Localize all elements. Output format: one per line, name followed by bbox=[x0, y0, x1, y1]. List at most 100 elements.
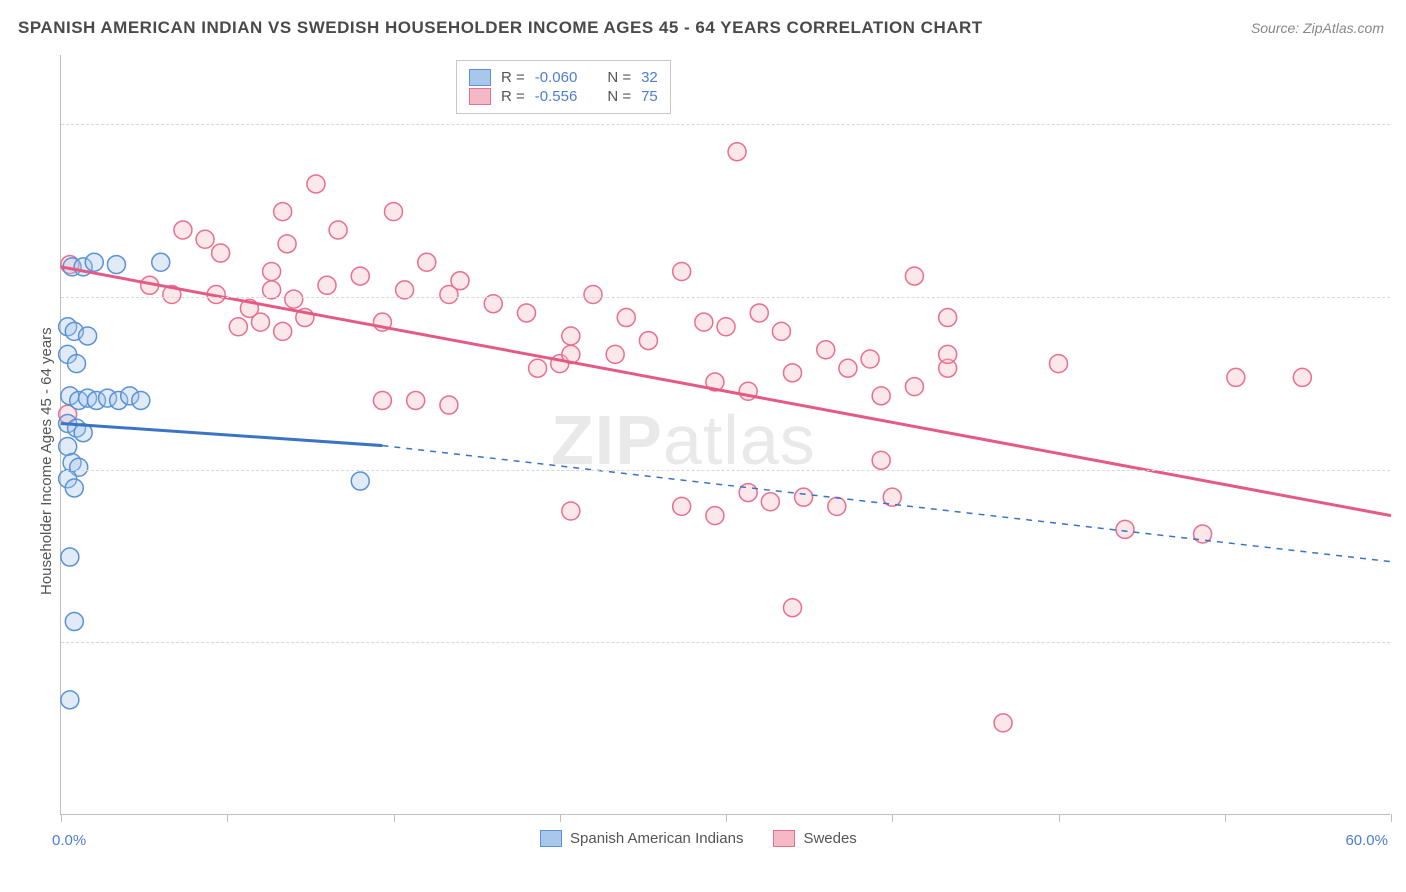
scatter-point bbox=[839, 359, 857, 377]
scatter-point bbox=[673, 262, 691, 280]
scatter-point bbox=[418, 253, 436, 271]
gridline bbox=[61, 470, 1390, 471]
scatter-point bbox=[761, 493, 779, 511]
scatter-point bbox=[61, 691, 79, 709]
chart-container: SPANISH AMERICAN INDIAN VS SWEDISH HOUSE… bbox=[0, 0, 1406, 892]
scatter-point bbox=[407, 391, 425, 409]
scatter-point bbox=[107, 256, 125, 274]
x-min-label: 0.0% bbox=[52, 832, 86, 849]
scatter-point bbox=[174, 221, 192, 239]
y-tick-label: $75,000 bbox=[1395, 461, 1406, 478]
swatch-pink bbox=[469, 88, 491, 105]
scatter-point bbox=[562, 502, 580, 520]
scatter-point bbox=[584, 286, 602, 304]
x-tick bbox=[227, 814, 228, 822]
scatter-point bbox=[351, 267, 369, 285]
swatch-pink bbox=[773, 830, 795, 847]
scatter-point bbox=[905, 267, 923, 285]
scatter-point bbox=[65, 479, 83, 497]
chart-svg bbox=[61, 55, 1391, 815]
scatter-point bbox=[68, 355, 86, 373]
scatter-point bbox=[263, 262, 281, 280]
y-tick-label: $37,500 bbox=[1395, 634, 1406, 651]
x-tick bbox=[560, 814, 561, 822]
x-tick bbox=[1059, 814, 1060, 822]
x-tick bbox=[1225, 814, 1226, 822]
n-label: N = bbox=[607, 88, 631, 105]
r-label: R = bbox=[501, 88, 525, 105]
scatter-point bbox=[673, 497, 691, 515]
scatter-point bbox=[518, 304, 536, 322]
scatter-point bbox=[59, 438, 77, 456]
scatter-point bbox=[152, 253, 170, 271]
gridline bbox=[61, 297, 1390, 298]
scatter-point bbox=[274, 322, 292, 340]
n-value: 32 bbox=[641, 69, 658, 86]
scatter-point bbox=[817, 341, 835, 359]
scatter-point bbox=[706, 507, 724, 525]
scatter-point bbox=[252, 313, 270, 331]
scatter-point bbox=[861, 350, 879, 368]
scatter-point bbox=[212, 244, 230, 262]
legend-stat-row: R = -0.556 N = 75 bbox=[469, 88, 658, 105]
scatter-point bbox=[1050, 355, 1068, 373]
scatter-point bbox=[229, 318, 247, 336]
scatter-point bbox=[784, 364, 802, 382]
scatter-point bbox=[750, 304, 768, 322]
legend-stat-row: R = -0.060 N = 32 bbox=[469, 69, 658, 86]
scatter-point bbox=[905, 378, 923, 396]
scatter-point bbox=[872, 451, 890, 469]
correlation-legend: R = -0.060 N = 32 R = -0.556 N = 75 bbox=[456, 60, 671, 114]
scatter-point bbox=[784, 599, 802, 617]
scatter-point bbox=[196, 230, 214, 248]
scatter-point bbox=[795, 488, 813, 506]
x-tick bbox=[394, 814, 395, 822]
scatter-point bbox=[1227, 368, 1245, 386]
scatter-point bbox=[307, 175, 325, 193]
scatter-point bbox=[1293, 368, 1311, 386]
scatter-point bbox=[939, 345, 957, 363]
scatter-point bbox=[451, 272, 469, 290]
scatter-point bbox=[132, 391, 150, 409]
scatter-point bbox=[872, 387, 890, 405]
x-tick bbox=[892, 814, 893, 822]
scatter-point bbox=[728, 143, 746, 161]
scatter-point bbox=[440, 396, 458, 414]
scatter-point bbox=[65, 613, 83, 631]
n-label: N = bbox=[607, 69, 631, 86]
x-tick bbox=[1391, 814, 1392, 822]
scatter-point bbox=[61, 548, 79, 566]
source-label: Source: ZipAtlas.com bbox=[1251, 20, 1384, 36]
scatter-point bbox=[772, 322, 790, 340]
r-value: -0.556 bbox=[535, 88, 578, 105]
swatch-blue bbox=[469, 69, 491, 86]
scatter-point bbox=[318, 276, 336, 294]
scatter-point bbox=[1116, 520, 1134, 538]
scatter-point bbox=[274, 203, 292, 221]
scatter-point bbox=[79, 327, 97, 345]
scatter-point bbox=[351, 472, 369, 490]
x-tick bbox=[61, 814, 62, 822]
scatter-point bbox=[639, 332, 657, 350]
legend-item: Swedes bbox=[773, 830, 856, 847]
trendline-pink bbox=[61, 267, 1391, 516]
scatter-point bbox=[278, 235, 296, 253]
gridline bbox=[61, 642, 1390, 643]
y-tick-label: $150,000 bbox=[1395, 116, 1406, 133]
scatter-point bbox=[617, 309, 635, 327]
scatter-point bbox=[939, 309, 957, 327]
scatter-point bbox=[695, 313, 713, 331]
r-value: -0.060 bbox=[535, 69, 578, 86]
x-tick bbox=[726, 814, 727, 822]
legend-label: Spanish American Indians bbox=[570, 830, 743, 847]
scatter-point bbox=[85, 253, 103, 271]
scatter-point bbox=[562, 327, 580, 345]
legend-item: Spanish American Indians bbox=[540, 830, 743, 847]
scatter-point bbox=[717, 318, 735, 336]
scatter-point bbox=[828, 497, 846, 515]
scatter-point bbox=[373, 391, 391, 409]
y-axis-label: Householder Income Ages 45 - 64 years bbox=[38, 327, 55, 595]
x-max-label: 60.0% bbox=[1345, 832, 1388, 849]
n-value: 75 bbox=[641, 88, 658, 105]
r-label: R = bbox=[501, 69, 525, 86]
